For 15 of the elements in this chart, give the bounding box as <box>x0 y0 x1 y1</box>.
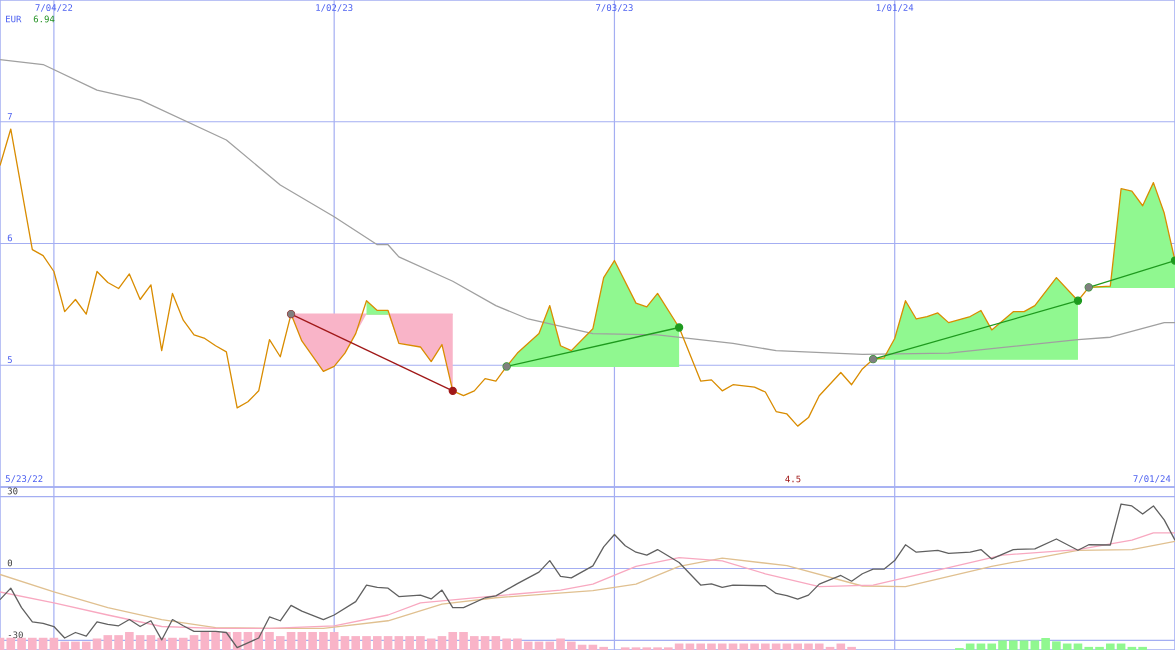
y-tick-label: 30 <box>7 487 18 495</box>
annotation: 5/23/22 <box>5 475 43 483</box>
x-tick-label: 7/04/22 <box>35 4 73 12</box>
y-tick-label: 5 <box>7 356 12 364</box>
x-tick-label: 1/01/24 <box>876 4 914 12</box>
y-tick-label: 0 <box>7 559 13 567</box>
y-tick-label: 7 <box>7 112 12 120</box>
x-tick-label: 7/03/23 <box>596 4 633 12</box>
x-tick-label: 1/02/23 <box>316 4 353 12</box>
y-tick-label: 6 <box>7 234 13 242</box>
annotation: 6.94 <box>33 15 55 23</box>
y-tick-label: -30 <box>8 631 23 639</box>
annotation: 7/01/24 <box>1133 475 1171 483</box>
annotation: 4.5 <box>785 475 801 483</box>
annotation: EUR <box>6 15 22 23</box>
